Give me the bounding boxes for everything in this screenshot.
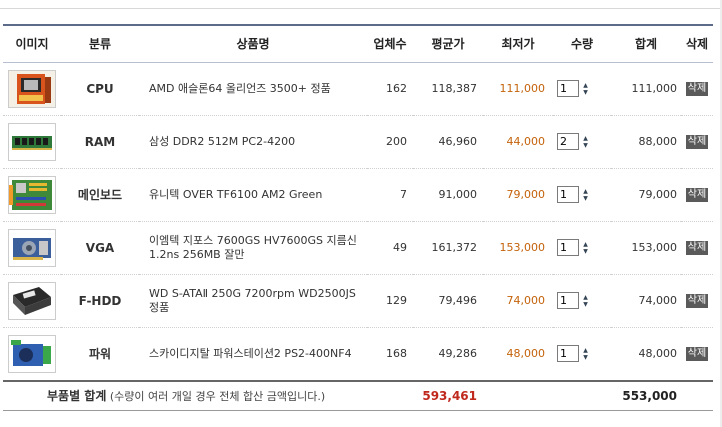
summary-label: 부품별 합계 (47, 389, 107, 403)
hard-drive-icon[interactable] (8, 281, 56, 320)
category-cell: 메인보드 (61, 168, 139, 222)
row-total: 79,000 (611, 168, 681, 222)
quantity-input[interactable] (557, 239, 579, 256)
qty-up-icon[interactable]: ▲ (583, 346, 588, 354)
header-qty: 수량 (553, 24, 611, 63)
table-row: RAM 삼성 DDR2 512M PC2-4200 200 46,960 44,… (3, 115, 713, 169)
header-total: 합계 (611, 24, 681, 63)
avg-price: 161,372 (413, 221, 483, 275)
vendor-count: 168 (367, 327, 413, 381)
summary-row: 부품별 합계 (수량이 여러 개일 경우 전체 합산 금액입니다.) 593,4… (3, 379, 713, 411)
quantity-input[interactable] (557, 186, 579, 203)
qty-down-icon[interactable]: ▼ (583, 88, 588, 96)
motherboard-icon[interactable] (8, 175, 56, 214)
header-delete: 삭제 (681, 24, 713, 63)
qty-down-icon[interactable]: ▼ (583, 300, 588, 308)
table-row: 파워 스카이디지탈 파워스테이션2 PS2-400NF4 168 49,286 … (3, 327, 713, 381)
row-total: 48,000 (611, 327, 681, 381)
cpu-box-icon[interactable] (8, 69, 56, 108)
right-edge (720, 0, 722, 427)
summary-note: (수량이 여러 개일 경우 전체 합산 금액입니다.) (109, 390, 326, 403)
avg-price: 49,286 (413, 327, 483, 381)
delete-button[interactable]: 삭제 (685, 135, 709, 149)
qty-up-icon[interactable]: ▲ (583, 240, 588, 248)
qty-up-icon[interactable]: ▲ (583, 81, 588, 89)
category-cell: RAM (61, 115, 139, 169)
lowest-price: 74,000 (483, 274, 553, 328)
vendor-count: 7 (367, 168, 413, 222)
table-header-row: 이미지 분류 상품명 업체수 평균가 최저가 수량 합계 삭제 (3, 24, 713, 63)
qty-down-icon[interactable]: ▼ (583, 353, 588, 361)
header-vendors: 업체수 (367, 24, 413, 63)
qty-down-icon[interactable]: ▼ (583, 247, 588, 255)
delete-button[interactable]: 삭제 (685, 294, 709, 308)
summary-avg-total: 593,461 (413, 379, 483, 411)
category-cell: CPU (61, 62, 139, 116)
ram-stick-icon[interactable] (8, 122, 56, 161)
table-row: VGA 이엠텍 지포스 7600GS HV7600GS 지름신 1.2ns 25… (3, 221, 713, 275)
header-category: 분류 (61, 24, 139, 63)
quantity-input[interactable] (557, 345, 579, 362)
quantity-stepper: ▲ ▼ (557, 292, 590, 309)
top-divider (0, 8, 722, 9)
qty-up-icon[interactable]: ▲ (583, 293, 588, 301)
power-supply-icon[interactable] (8, 334, 56, 373)
quantity-input[interactable] (557, 292, 579, 309)
quantity-stepper: ▲ ▼ (557, 133, 590, 150)
lowest-price: 111,000 (483, 62, 553, 116)
avg-price: 46,960 (413, 115, 483, 169)
quantity-input[interactable] (557, 80, 579, 97)
row-total: 88,000 (611, 115, 681, 169)
delete-button[interactable]: 삭제 (685, 82, 709, 96)
product-name-link[interactable]: 이엠텍 지포스 7600GS HV7600GS 지름신 1.2ns 256MB … (139, 221, 367, 275)
product-name-link[interactable]: 스카이디지탈 파워스테이션2 PS2-400NF4 (139, 327, 367, 381)
product-name-link[interactable]: 유니텍 OVER TF6100 AM2 Green (139, 168, 367, 222)
row-total: 111,000 (611, 62, 681, 116)
category-cell: 파워 (61, 327, 139, 381)
quantity-stepper: ▲ ▼ (557, 345, 590, 362)
header-name: 상품명 (139, 24, 367, 63)
vendor-count: 129 (367, 274, 413, 328)
vendor-count: 200 (367, 115, 413, 169)
quantity-stepper: ▲ ▼ (557, 186, 590, 203)
table-row: CPU AMD 애슬론64 올리언즈 3500+ 정품 162 118,387 … (3, 62, 713, 116)
quantity-input[interactable] (557, 133, 579, 150)
delete-button[interactable]: 삭제 (685, 241, 709, 255)
avg-price: 79,496 (413, 274, 483, 328)
product-name-link[interactable]: WD S-ATAⅡ 250G 7200rpm WD2500JS 정품 (139, 274, 367, 328)
lowest-price: 153,000 (483, 221, 553, 275)
delete-button[interactable]: 삭제 (685, 347, 709, 361)
quantity-stepper: ▲ ▼ (557, 80, 590, 97)
row-total: 153,000 (611, 221, 681, 275)
graphics-card-icon[interactable] (8, 228, 56, 267)
avg-price: 118,387 (413, 62, 483, 116)
header-avg-price: 평균가 (413, 24, 483, 63)
quantity-stepper: ▲ ▼ (557, 239, 590, 256)
vendor-count: 49 (367, 221, 413, 275)
lowest-price: 48,000 (483, 327, 553, 381)
lowest-price: 44,000 (483, 115, 553, 169)
header-low-price: 최저가 (483, 24, 553, 63)
table-row: F-HDD WD S-ATAⅡ 250G 7200rpm WD2500JS 정품… (3, 274, 713, 328)
category-cell: VGA (61, 221, 139, 275)
product-name-link[interactable]: AMD 애슬론64 올리언즈 3500+ 정품 (139, 62, 367, 116)
qty-down-icon[interactable]: ▼ (583, 141, 588, 149)
vendor-count: 162 (367, 62, 413, 116)
category-cell: F-HDD (61, 274, 139, 328)
delete-button[interactable]: 삭제 (685, 188, 709, 202)
qty-up-icon[interactable]: ▲ (583, 134, 588, 142)
lowest-price: 79,000 (483, 168, 553, 222)
parts-cart-table: 이미지 분류 상품명 업체수 평균가 최저가 수량 합계 삭제 (3, 24, 713, 411)
qty-down-icon[interactable]: ▼ (583, 194, 588, 202)
header-image: 이미지 (3, 24, 61, 63)
table-row: 메인보드 유니텍 OVER TF6100 AM2 Green 7 91,000 … (3, 168, 713, 222)
product-name-link[interactable]: 삼성 DDR2 512M PC2-4200 (139, 115, 367, 169)
avg-price: 91,000 (413, 168, 483, 222)
row-total: 74,000 (611, 274, 681, 328)
summary-grand-total: 553,000 (611, 379, 681, 411)
qty-up-icon[interactable]: ▲ (583, 187, 588, 195)
